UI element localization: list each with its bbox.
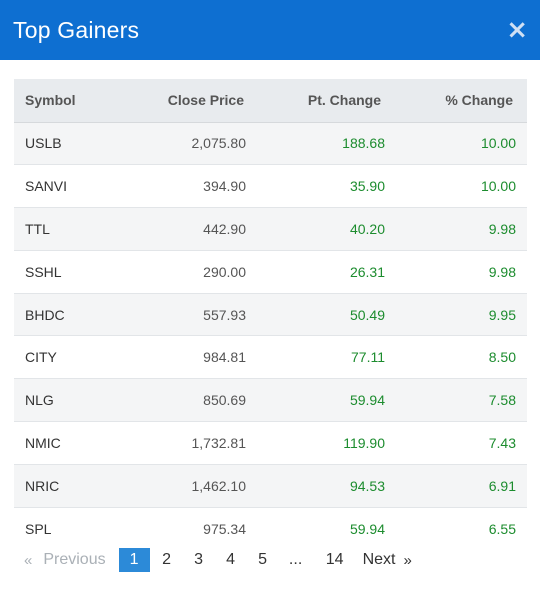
table-row[interactable]: NMIC 1,732.81 119.90 7.43 xyxy=(14,421,527,465)
cell-pct-change: 6.55 xyxy=(488,520,516,537)
modal-title: Top Gainers xyxy=(13,16,140,43)
table-header: Symbol Close Price Pt. Change % Change xyxy=(14,79,527,123)
cell-symbol: CITY xyxy=(25,349,57,366)
table-row[interactable]: NLG 850.69 59.94 7.58 xyxy=(14,378,527,422)
page-button-5[interactable]: 5 xyxy=(258,551,268,568)
header-row: Symbol Close Price Pt. Change % Change xyxy=(14,79,527,123)
cell-pct-change: 9.98 xyxy=(488,263,516,280)
page-button-2[interactable]: 2 xyxy=(162,551,172,568)
next-arrow-icon[interactable]: » xyxy=(403,551,412,569)
cell-pt-change: 59.94 xyxy=(349,520,385,537)
cell-symbol: NLG xyxy=(25,392,54,409)
column-header-close-price[interactable]: Close Price xyxy=(118,79,246,123)
cell-pt-change: 77.11 xyxy=(351,349,385,366)
cell-symbol: BHDC xyxy=(25,306,65,323)
cell-close-price: 1,462.10 xyxy=(191,477,247,494)
cell-pct-change: 7.58 xyxy=(488,392,516,409)
cell-pt-change: 119.90 xyxy=(343,434,385,451)
cell-close-price: 2,075.80 xyxy=(191,135,247,152)
cell-symbol: SANVI xyxy=(25,178,68,195)
cell-symbol: SPL xyxy=(25,520,52,537)
cell-close-price: 394.90 xyxy=(203,178,246,195)
pagination-ellipsis: ... xyxy=(288,551,303,568)
column-header-symbol[interactable]: Symbol xyxy=(14,79,118,123)
table-body: USLB 2,075.80 188.68 10.00 SANVI 394.90 35.90 1… xyxy=(14,122,527,550)
cell-symbol: TTL xyxy=(25,220,50,237)
column-header-pt-change[interactable]: Pt. Change xyxy=(246,79,385,123)
previous-button: Previous xyxy=(43,551,106,568)
page-button-1[interactable]: 1 xyxy=(118,548,150,572)
cell-pct-change: 9.95 xyxy=(488,306,516,323)
cell-close-price: 975.34 xyxy=(203,520,246,537)
pagination: « Previous 1 2 3 4 5 ... 14 Next » xyxy=(24,548,412,572)
page-button-last[interactable]: 14 xyxy=(325,551,344,568)
table-row[interactable]: CITY 984.81 77.11 8.50 xyxy=(14,335,527,379)
cell-symbol: USLB xyxy=(25,135,62,152)
page-button-4[interactable]: 4 xyxy=(226,551,236,568)
modal-header: Top Gainers × xyxy=(0,0,540,60)
next-button[interactable]: Next xyxy=(362,551,396,568)
gainers-table: Symbol Close Price Pt. Change % Change U… xyxy=(14,79,527,550)
cell-pt-change: 35.90 xyxy=(349,178,385,195)
table-row[interactable]: BHDC 557.93 50.49 9.95 xyxy=(14,293,527,336)
cell-pt-change: 94.53 xyxy=(349,477,385,494)
cell-close-price: 442.90 xyxy=(203,220,246,237)
cell-close-price: 290.00 xyxy=(203,263,246,280)
cell-symbol: NRIC xyxy=(25,477,60,494)
cell-pct-change: 8.50 xyxy=(488,349,516,366)
cell-pt-change: 59.94 xyxy=(349,392,385,409)
cell-symbol: NMIC xyxy=(25,434,61,451)
cell-pct-change: 6.91 xyxy=(488,477,516,494)
table-row[interactable]: NRIC 1,462.10 94.53 6.91 xyxy=(14,464,527,508)
cell-pt-change: 26.31 xyxy=(349,263,385,280)
table-row[interactable]: SSHL 290.00 26.31 9.98 xyxy=(14,250,527,294)
table-row[interactable]: SPL 975.34 59.94 6.55 xyxy=(14,507,527,550)
table-row[interactable]: SANVI 394.90 35.90 10.00 xyxy=(14,164,527,208)
cell-close-price: 850.69 xyxy=(203,392,246,409)
close-icon[interactable]: × xyxy=(506,15,528,45)
previous-arrow-icon: « xyxy=(24,551,33,569)
cell-symbol: SSHL xyxy=(25,263,62,280)
gainers-table-container: Symbol Close Price Pt. Change % Change U… xyxy=(14,79,527,550)
table-row[interactable]: TTL 442.90 40.20 9.98 xyxy=(14,207,527,251)
column-header-pct-change[interactable]: % Change xyxy=(385,79,527,123)
cell-pct-change: 10.00 xyxy=(480,178,516,195)
cell-close-price: 1,732.81 xyxy=(191,434,247,451)
cell-pct-change: 9.98 xyxy=(488,220,516,237)
page-button-3[interactable]: 3 xyxy=(194,551,204,568)
cell-pct-change: 7.43 xyxy=(488,434,516,451)
cell-close-price: 984.81 xyxy=(203,349,246,366)
cell-pt-change: 188.68 xyxy=(342,135,385,152)
table-row[interactable]: USLB 2,075.80 188.68 10.00 xyxy=(14,122,527,165)
cell-pt-change: 40.20 xyxy=(349,220,385,237)
cell-pt-change: 50.49 xyxy=(349,306,385,323)
cell-pct-change: 10.00 xyxy=(480,135,516,152)
cell-close-price: 557.93 xyxy=(203,306,246,323)
